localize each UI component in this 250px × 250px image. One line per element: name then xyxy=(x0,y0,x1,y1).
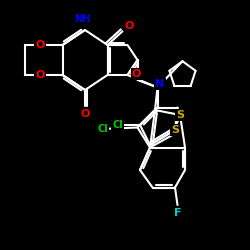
Text: O: O xyxy=(80,109,90,119)
Text: O: O xyxy=(132,69,141,79)
Text: O: O xyxy=(35,70,45,80)
Text: F: F xyxy=(174,208,181,218)
Text: S: S xyxy=(176,110,184,120)
Text: Cl: Cl xyxy=(112,120,123,130)
Text: NH: NH xyxy=(74,14,90,24)
Text: S: S xyxy=(171,125,179,135)
Text: O: O xyxy=(124,20,134,30)
Text: O: O xyxy=(35,40,45,50)
Text: Cl: Cl xyxy=(97,124,108,134)
Text: N: N xyxy=(156,79,164,89)
